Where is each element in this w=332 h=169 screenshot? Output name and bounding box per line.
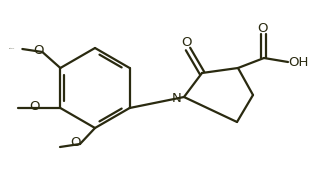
- Text: O: O: [29, 101, 40, 114]
- Text: methoxy: methoxy: [9, 47, 16, 49]
- Text: methoxy: methoxy: [5, 48, 12, 49]
- Text: OH: OH: [288, 55, 308, 68]
- Text: N: N: [172, 91, 182, 104]
- Text: O: O: [182, 37, 192, 50]
- Text: O: O: [33, 44, 43, 57]
- Text: O: O: [71, 137, 81, 150]
- Text: O: O: [258, 22, 268, 35]
